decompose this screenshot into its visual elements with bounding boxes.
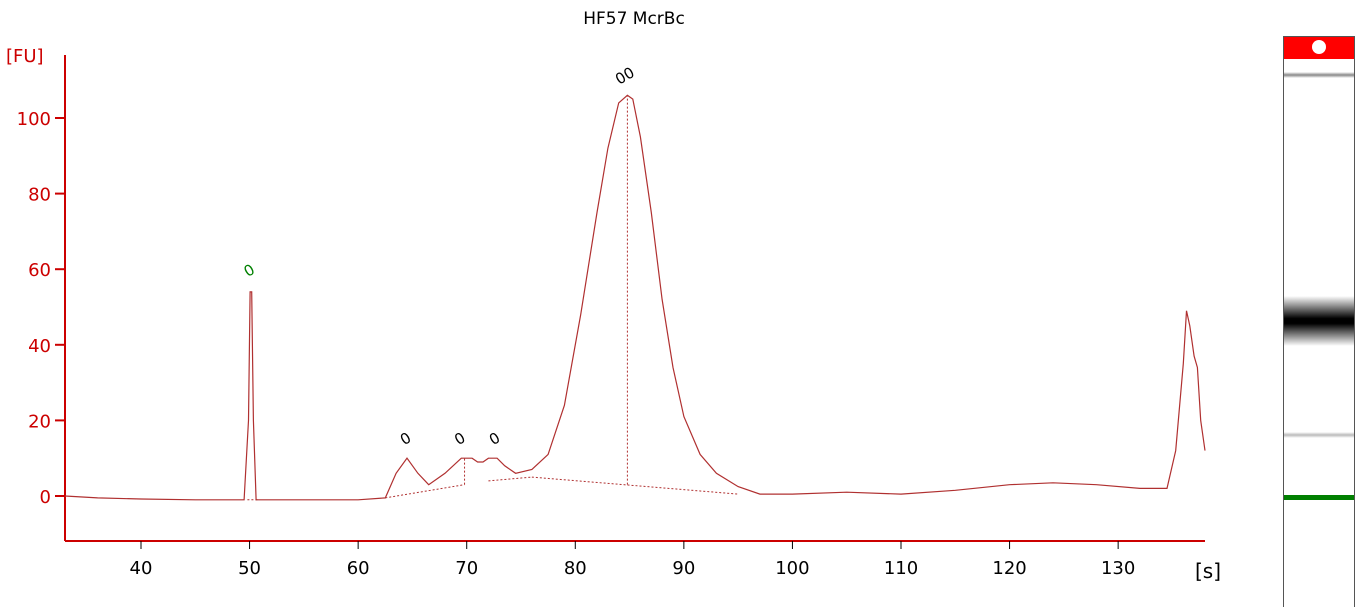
x-tick-label: 70 [455,558,478,579]
gel-band [1284,432,1354,439]
y-tick-label: 40 [28,336,51,357]
peak-marker-label: 0 [397,429,414,449]
x-tick-label: 90 [672,558,695,579]
x-tick-label: 60 [347,558,370,579]
x-tick-label: 80 [564,558,587,579]
gel-marker-dot-icon [1312,40,1326,54]
x-axis-label: [s] [1195,559,1221,583]
y-tick-label: 100 [17,109,51,130]
gel-band [1284,296,1354,346]
y-axis-label: [FU] [6,46,44,67]
x-tick-label: 100 [775,558,809,579]
electropherogram-plot: 0 20 40 60 80 100 [FU] 40 50 60 70 80 90 100 110 120 130… [6,46,1221,583]
peak-marker-label: 0 [241,260,258,280]
gel-lane [1283,36,1355,607]
y-tick-label: 0 [40,487,51,508]
x-tick-label: 120 [992,558,1026,579]
peak-marker-label: 0 [451,429,468,449]
x-tick-label: 110 [884,558,918,579]
gel-band [1284,494,1354,500]
chart-title: HF57 McrBc [583,9,685,29]
gel-band [1284,71,1354,78]
peak-baseline [531,476,739,495]
y-tick-label: 60 [28,260,51,281]
signal-trace [64,94,1206,501]
x-tick-label: 130 [1101,558,1135,579]
x-tick-label: 40 [130,558,153,579]
peak-marker-label: 00 [612,63,638,88]
peak-baseline [488,476,532,482]
y-tick-label: 80 [28,185,51,206]
peak-marker-label: 0 [486,429,503,449]
peak-baseline [385,484,465,499]
x-tick-label: 50 [238,558,261,579]
y-tick-label: 20 [28,411,51,432]
gel-upper-marker-band [1284,37,1354,59]
